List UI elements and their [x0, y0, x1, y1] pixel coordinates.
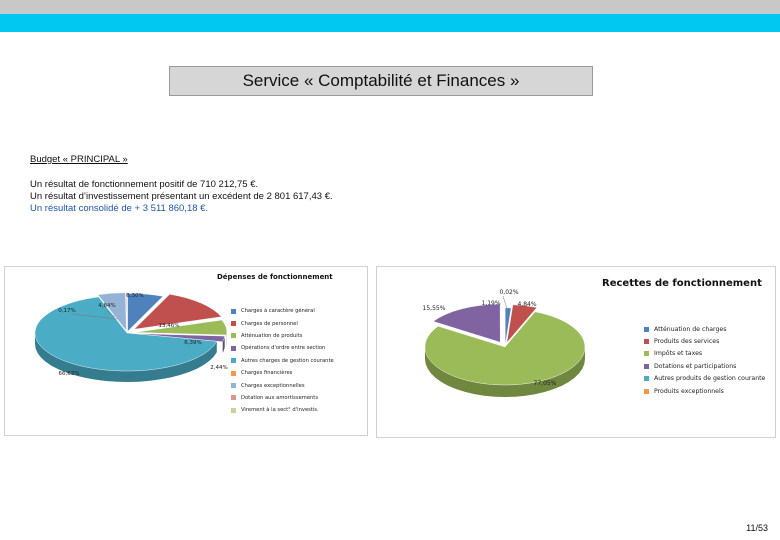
- slide-title-text: Service « Comptabilité et Finances »: [242, 71, 520, 90]
- revenues-slice-produits-des-services: [506, 304, 538, 344]
- expenses-legend-label: Charges exceptionnelles: [241, 382, 305, 389]
- revenues-legend-swatch: [644, 363, 649, 369]
- expenses-legend-item: Charges exceptionnelles: [231, 379, 334, 391]
- consolidated-result-line: Un résultat consolidé de + 3 511 860,18 …: [30, 203, 209, 214]
- expenses-legend-swatch: [231, 383, 236, 389]
- expenses-legend-item: Autres charges de gestion courante: [231, 355, 334, 367]
- expenses-legend-item: Virement à la sect° d'investis.: [231, 404, 334, 416]
- revenues-legend-label: Produits des services: [654, 338, 720, 346]
- expenses-slice-side-operations-d-ordre-entre-section: [222, 336, 225, 353]
- expenses-legend-label: Charges de personnel: [241, 320, 298, 327]
- expenses-legend-label: Charges financières: [241, 370, 293, 377]
- revenues-slice-side-impots-et-taxes: [425, 347, 585, 397]
- revenues-legend: Atténuation de charges Produits des servi…: [644, 323, 765, 397]
- slide-title: Service « Comptabilité et Finances »: [169, 66, 593, 96]
- summary-text-block: Budget « PRINCIPAL » Un résultat de fonc…: [30, 154, 333, 215]
- revenues-legend-item: Produits exceptionnels: [644, 385, 765, 397]
- revenues-legend-swatch: [644, 388, 649, 394]
- expenses-slice-charges-de-personnel: [133, 293, 222, 330]
- revenues-legend-item: Impôts et taxes: [644, 348, 765, 360]
- expenses-slice-charges-exceptionnelles: [97, 292, 127, 332]
- expenses-legend-label: Atténuation de produits: [241, 332, 303, 339]
- revenues-legend-label: Atténuation de charges: [654, 325, 727, 333]
- expenses-legend-item: Charges à caractère général: [231, 305, 334, 317]
- expenses-legend-item: Dotation aux amortissements: [231, 392, 334, 404]
- revenues-slice-dotations-et-participations: [432, 303, 501, 343]
- expenses-data-label-charges-a-caractere-general: 6,30%: [126, 293, 143, 299]
- expenses-legend-label: Charges à caractère général: [241, 308, 315, 315]
- expenses-chart: 6,30% 13,46% 6,39% 2,44% 66,63% 4,84% 0,17% Dé…: [4, 266, 368, 436]
- page-number: 11/53: [746, 523, 768, 533]
- expenses-legend-swatch: [231, 321, 236, 327]
- expenses-legend-item: Atténuation de produits: [231, 330, 334, 342]
- revenues-data-label-impots-et-taxes: 77,05%: [534, 380, 557, 387]
- expenses-slice-charges-a-caractere-general: [127, 293, 164, 332]
- revenues-legend-label: Dotations et participations: [654, 362, 737, 370]
- revenues-data-label-produits-des-services: 4,84%: [517, 301, 536, 308]
- expenses-legend-swatch: [231, 407, 236, 413]
- expenses-legend-label: Opérations d'ordre entre section: [241, 345, 326, 352]
- budget-label: Budget « PRINCIPAL »: [30, 154, 128, 165]
- top-grey-band: [0, 0, 780, 14]
- expenses-legend-label: Dotation aux amortissements: [241, 394, 319, 401]
- revenues-data-label-autres-produits-de-gestion-courante: 0,02%: [499, 289, 518, 296]
- expenses-data-label-operations-d-ordre-entre-section: 2,44%: [210, 365, 227, 371]
- top-cyan-band: [0, 14, 780, 32]
- revenues-data-label-attenuation-de-charges: 1,19%: [481, 300, 500, 307]
- expenses-data-label-charges-de-personnel: 13,46%: [159, 323, 180, 329]
- revenues-legend-swatch: [644, 326, 649, 332]
- revenues-slice-impots-et-taxes: [424, 311, 586, 386]
- revenues-pie-svg: 1,19% 4,84% 77,05% 15,55% 0,02%: [423, 289, 586, 397]
- expenses-leader-line: [70, 313, 118, 320]
- expenses-legend: Charges à caractère général Charges de pe…: [231, 305, 334, 417]
- expenses-leader-line: [105, 309, 116, 318]
- expenses-slice-side-autres-charges-de-gestion-courante: [35, 333, 217, 382]
- expenses-slice-autres-charges-de-gestion-courante: [34, 296, 218, 372]
- expenses-data-label-charges-exceptionnelles: 4,84%: [98, 303, 115, 309]
- revenues-legend-item: Produits des services: [644, 335, 765, 347]
- revenues-legend-item: Autres produits de gestion courante: [644, 373, 765, 385]
- expenses-legend-swatch: [231, 333, 236, 339]
- investment-result-line: Un résultat d’investissement présentant …: [30, 191, 333, 202]
- expenses-legend-item: Charges de personnel: [231, 317, 334, 329]
- revenues-legend-swatch: [644, 376, 649, 382]
- expenses-legend-swatch: [231, 358, 236, 364]
- revenues-data-label-dotations-et-participations: 15,55%: [423, 305, 446, 312]
- revenues-leader-line: [502, 295, 508, 310]
- operating-result-line: Un résultat de fonctionnement positif de…: [30, 179, 259, 190]
- revenues-legend-swatch: [644, 351, 649, 357]
- revenues-legend-item: Atténuation de charges: [644, 323, 765, 335]
- revenues-chart: 1,19% 4,84% 77,05% 15,55% 0,02% Recettes de …: [376, 266, 776, 438]
- expenses-slice-attenuation-de-produits: [134, 319, 228, 336]
- expenses-data-label-attenuation-de-produits: 6,39%: [184, 340, 201, 346]
- revenues-chart-title: Recettes de fonctionnement: [602, 278, 762, 289]
- revenues-legend-swatch: [644, 339, 649, 345]
- expenses-legend-label: Virement à la sect° d'investis.: [241, 407, 319, 414]
- revenues-legend-item: Dotations et participations: [644, 360, 765, 372]
- revenues-legend-label: Autres produits de gestion courante: [654, 375, 766, 383]
- revenues-legend-label: Produits exceptionnels: [654, 387, 724, 395]
- expenses-chart-title: Dépenses de fonctionnement: [217, 273, 333, 281]
- expenses-legend-swatch: [231, 308, 236, 314]
- expenses-data-label-autres-charges-de-gestion-courante: 66,63%: [59, 371, 80, 377]
- revenues-legend-label: Impôts et taxes: [654, 350, 703, 358]
- expenses-legend-swatch: [231, 395, 236, 401]
- expenses-slice-dotation-aux-amortissements: [125, 292, 128, 331]
- expenses-legend-swatch: [231, 345, 236, 351]
- expenses-legend-item: Opérations d'ordre entre section: [231, 342, 334, 354]
- expenses-data-label-dotation-aux-amortissements: 0,17%: [58, 308, 75, 314]
- expenses-legend-item: Charges financières: [231, 367, 334, 379]
- expenses-legend-swatch: [231, 370, 236, 376]
- expenses-pie-svg: 6,30% 13,46% 6,39% 2,44% 66,63% 4,84% 0,17%: [34, 292, 228, 382]
- expenses-legend-label: Autres charges de gestion courante: [241, 357, 334, 364]
